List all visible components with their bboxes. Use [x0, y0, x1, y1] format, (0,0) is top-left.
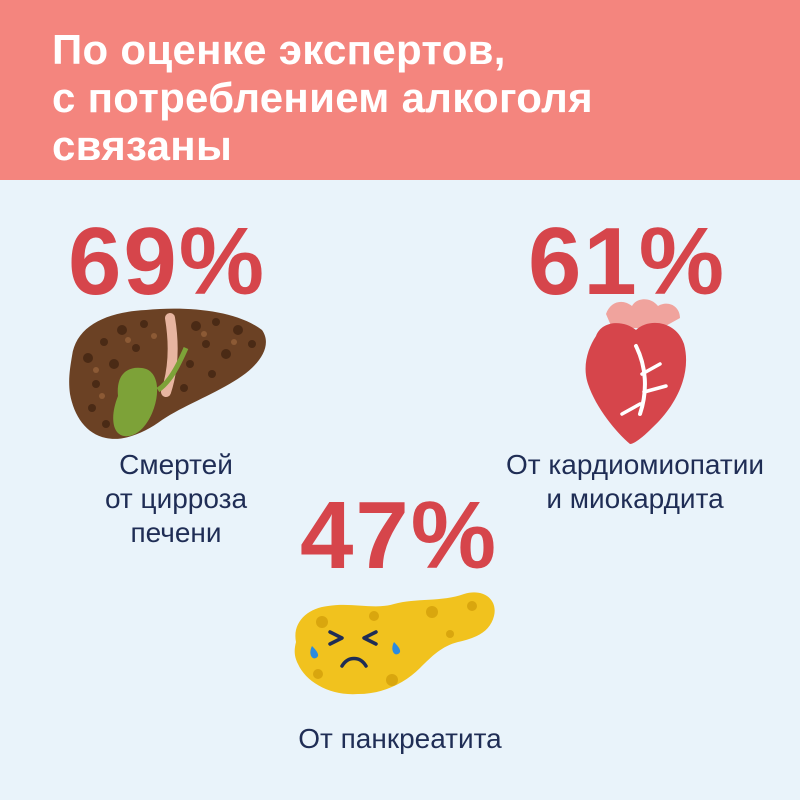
- liver-label-line-1: Смертей: [119, 449, 233, 480]
- liver-label: Смертей от цирроза печени: [74, 448, 278, 550]
- heart-label: От кардиомиопатии и миокардита: [490, 448, 780, 516]
- liver-icon: [69, 308, 266, 439]
- title-line-3: связаны: [52, 122, 233, 169]
- liver-label-line-2: от цирроза: [104, 483, 248, 514]
- pancreas-percent: 47%: [300, 482, 499, 589]
- header-banner: По оценке экспертов, с потреблением алко…: [0, 0, 800, 180]
- pancreas-label-line-1: От панкреатита: [298, 723, 502, 754]
- title-line-1: По оценке экспертов,: [52, 26, 506, 73]
- title-line-2: с потреблением алкоголя: [52, 74, 593, 121]
- heart-label-line-2: и миокардита: [546, 483, 724, 514]
- heart-percent: 61%: [528, 208, 727, 315]
- page-title: По оценке экспертов, с потреблением алко…: [52, 26, 772, 170]
- liver-percent: 69%: [68, 208, 267, 315]
- heart-label-line-1: От кардиомиопатии: [506, 449, 764, 480]
- heart-icon: [585, 299, 687, 444]
- liver-label-line-3: печени: [130, 517, 222, 548]
- pancreas-label: От панкреатита: [250, 722, 550, 756]
- pancreas-icon: [294, 592, 495, 695]
